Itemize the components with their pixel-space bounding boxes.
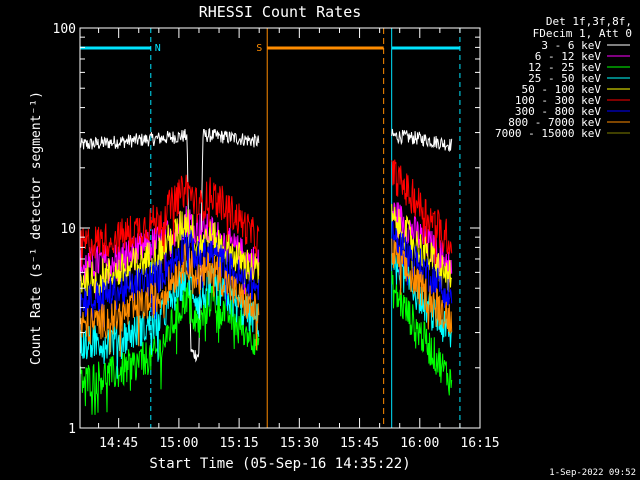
saa-label: S [256,43,262,54]
legend-entry-label: 50 - 100 keV [522,83,602,96]
legend-header: FDecim 1, Att 0 [533,27,632,40]
night-label: N [155,43,161,54]
legend-entry-label: 6 - 12 keV [535,50,602,63]
y-axis-label: Count Rate (s⁻¹ detector segment⁻¹) [29,91,44,365]
x-tick-label: 14:45 [99,436,138,451]
legend-header: Det 1f,3f,8f, [546,15,632,28]
series-line [391,204,453,293]
legend-entry-label: 25 - 50 keV [528,72,601,85]
x-tick-label: 15:45 [340,436,379,451]
series-line [79,282,260,415]
series-line [79,242,260,357]
x-tick-label: 16:00 [400,436,439,451]
y-tick-label: 1 [68,422,76,437]
x-tick-label: 15:15 [220,436,259,451]
legend-entry-label: 100 - 300 keV [515,94,601,107]
series-line [79,174,260,267]
legend-entry-label: 300 - 800 keV [515,105,601,118]
x-tick-label: 15:30 [280,436,319,451]
x-axis-label: Start Time (05-Sep-16 14:35:22) [149,456,410,472]
series-line [391,128,453,153]
x-tick-label: 15:00 [159,436,198,451]
chart-title: RHESSI Count Rates [199,3,362,21]
footer-timestamp: 1-Sep-2022 09:52 [549,468,636,478]
axis-ticks: 1 10 100 14:45 15:00 15:15 15:30 15:45 16:00 16:1… [53,22,500,451]
x-tick-label: 16:15 [460,436,499,451]
y-tick-label: 10 [60,222,76,237]
series-line [391,238,453,335]
y-tick-label: 100 [53,22,76,37]
legend-entry-label: 3 - 6 keV [541,39,601,52]
legend-entry-label: 12 - 25 keV [528,61,601,74]
legend-entry-label: 7000 - 15000 keV [495,127,601,140]
series-line [79,127,260,363]
series-line [391,159,453,265]
series-line [391,270,453,396]
legend-entry-label: 800 - 7000 keV [508,116,601,129]
series-line [79,209,260,297]
